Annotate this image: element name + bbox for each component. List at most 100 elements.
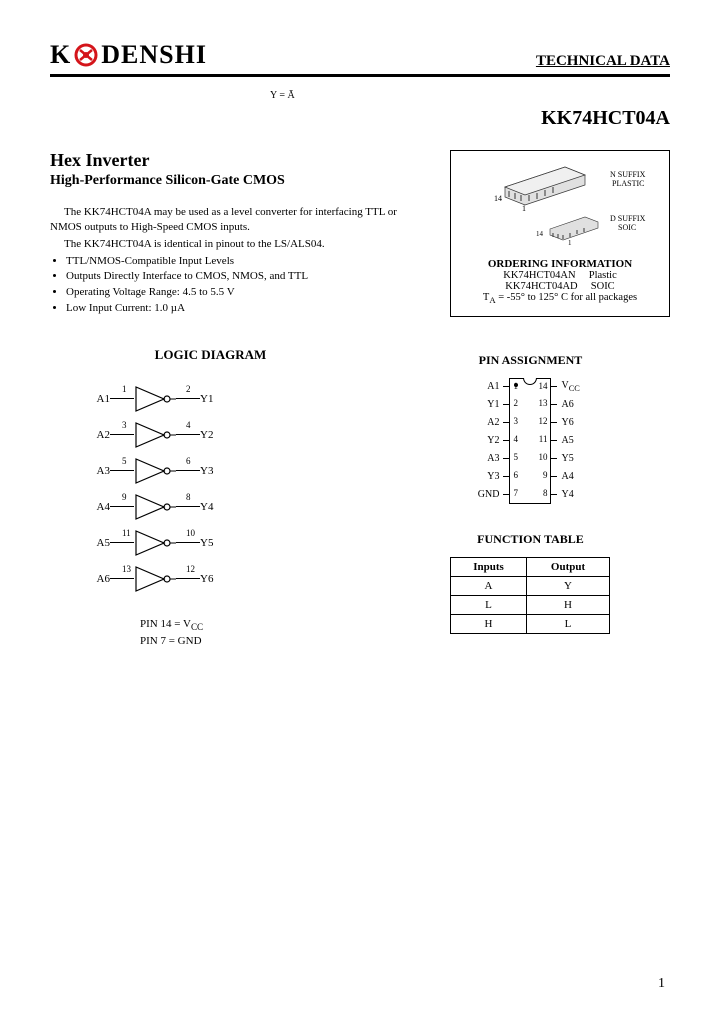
gate-input-label: A6 [90, 573, 110, 585]
inverter-icon [134, 457, 176, 485]
func-cell: L [451, 595, 526, 614]
gate-input-label: A1 [90, 393, 110, 405]
func-cell: H [526, 595, 610, 614]
soic-pin1: 1 [568, 239, 572, 247]
package-icon: N SUFFIX PLASTIC 14 1 D SUFFIX SOIC 14 1 [460, 159, 660, 254]
intro-paragraph-2: The KK74HCT04A is identical in pinout to… [50, 237, 430, 252]
pin-left-label: GND [473, 489, 503, 500]
pin-left-label: Y1 [473, 399, 503, 410]
pin-num-right: 8 [543, 488, 548, 498]
gate-input-label: A3 [90, 465, 110, 477]
intro-left: Hex Inverter High-Performance Silicon-Ga… [50, 150, 430, 317]
feature-item: Outputs Directly Interface to CMOS, NMOS… [66, 269, 430, 284]
pin-note-vcc-sub: CC [191, 622, 203, 632]
intro-paragraph-1: The KK74HCT04A may be used as a level co… [50, 205, 430, 235]
pin-row: Y1 213 A6 [440, 396, 620, 414]
pin-body-segment: 69 [509, 468, 551, 486]
pin-body-segment: 1 14 [509, 378, 551, 396]
pin-num-left: 6 [513, 470, 518, 480]
func-header-inputs: Inputs [451, 557, 526, 576]
ordering-pn: KK74HCT04AD [505, 281, 577, 292]
part-number: KK74HCT04A [50, 107, 670, 130]
pin-right-label: A4 [557, 471, 587, 482]
pin-left-label: Y2 [473, 435, 503, 446]
logic-equation: Y = Ā [270, 90, 295, 101]
pin-num-left: 1 [513, 381, 518, 391]
inverter-gate-row: A498Y4 [90, 489, 371, 525]
func-col-y: Y [526, 576, 610, 595]
logic-diagram-col: LOGIC DIAGRAM A112Y1A234Y2A356Y3A498Y4 A5… [50, 347, 371, 648]
gate-wire [176, 542, 200, 543]
pin1-label: 1 [522, 204, 526, 213]
pin-right-label: A5 [557, 435, 587, 446]
pin-num-right: 13 [538, 398, 547, 408]
pin-right-label: VCC [557, 380, 587, 393]
pin-body-segment: 213 [509, 396, 551, 414]
gate-output-label: Y3 [200, 465, 220, 477]
pin-body-segment: 78 [509, 486, 551, 504]
logic-diagram: A112Y1A234Y2A356Y3A498Y4A51110Y5A61312Y6 [90, 381, 371, 597]
func-header-output: Output [526, 557, 610, 576]
gate-input-label: A2 [90, 429, 110, 441]
pin-num-right: 9 [543, 470, 548, 480]
gate-wire [176, 578, 200, 579]
inverter-gate-row: A356Y3 [90, 453, 371, 489]
page-number: 1 [658, 976, 665, 992]
pin-num-right: 14 [538, 381, 547, 391]
header: K DENSHI TECHNICAL DATA [50, 40, 670, 77]
d-suffix-label: D SUFFIX [610, 214, 646, 223]
intro-section: Hex Inverter High-Performance Silicon-Ga… [50, 150, 670, 317]
pin14-label: 14 [494, 194, 502, 203]
diagrams-section: LOGIC DIAGRAM A112Y1A234Y2A356Y3A498Y4A5… [50, 347, 670, 648]
pin-assignment-diagram: A1114VCCY1213A6A2312Y6Y2411A5A3510Y5Y369… [440, 378, 620, 504]
gate-wire [176, 506, 200, 507]
func-cell: H [451, 614, 526, 633]
pin-row: Y2 4 11 A5 [440, 432, 620, 450]
pin-row: Y369A4 [440, 468, 620, 486]
package-drawings: N SUFFIX PLASTIC 14 1 D SUFFIX SOIC 14 1 [459, 159, 661, 254]
function-table: InputsOutput AY LH HL [450, 557, 610, 634]
gate-input-label: A5 [90, 537, 110, 549]
logic-diagram-title: LOGIC DIAGRAM [50, 347, 371, 363]
pin-right-label: Y5 [557, 453, 587, 464]
ordering-line-1: KK74HCT04AN Plastic [459, 270, 661, 281]
inverter-icon [134, 421, 176, 449]
logo-text-rest: DENSHI [101, 40, 207, 70]
pin-num-left: 4 [513, 434, 518, 444]
pin-row: GND78Y4 [440, 486, 620, 504]
ordering-pn: KK74HCT04AN [503, 270, 575, 281]
pin-left-label: Y3 [473, 471, 503, 482]
inverter-icon [134, 385, 176, 413]
pin-left-label: A3 [473, 453, 503, 464]
gate-wire [176, 398, 200, 399]
pin-row: A2312Y6 [440, 414, 620, 432]
pin-left-label: A1 [473, 381, 503, 392]
pin-num-left: 3 [513, 416, 518, 426]
pin-note-vcc: PIN 14 = V [140, 618, 191, 630]
gate-output-label: Y1 [200, 393, 220, 405]
soic-label: SOIC [618, 223, 636, 232]
pin-right-label: A6 [557, 399, 587, 410]
inverter-gate-row: A234Y2 [90, 417, 371, 453]
ordering-pkg: Plastic [589, 270, 617, 281]
title-sub: High-Performance Silicon-Gate CMOS [50, 173, 430, 189]
feature-item: Operating Voltage Range: 4.5 to 5.5 V [66, 285, 430, 300]
pin-num-right: 11 [539, 434, 548, 444]
right-diagrams-col: PIN ASSIGNMENT A1114VCCY1213A6A2312Y6Y24… [391, 347, 670, 648]
gate-wire [110, 506, 134, 507]
package-box: N SUFFIX PLASTIC 14 1 D SUFFIX SOIC 14 1… [450, 150, 670, 317]
ordering-temp: TA = -55° to 125° C for all packages [459, 292, 661, 305]
inverter-gate-row: A112Y1 [90, 381, 371, 417]
pin-num-right: 12 [538, 416, 547, 426]
feature-item: Low Input Current: 1.0 µA [66, 301, 430, 316]
feature-item: TTL/NMOS-Compatible Input Levels [66, 254, 430, 269]
gate-wire [110, 398, 134, 399]
pin-body-segment: 4 11 [509, 432, 551, 450]
inverter-icon [134, 493, 176, 521]
pin-num-left: 7 [513, 488, 518, 498]
ordering-line-2: KK74HCT04AD SOIC [459, 281, 661, 292]
pin-row: A1 1 14 VCC [440, 378, 620, 396]
pin-power-note: PIN 14 = VCC PIN 7 = GND [140, 617, 371, 648]
pin-assignment-title: PIN ASSIGNMENT [391, 353, 670, 368]
logo-icon [72, 43, 100, 67]
